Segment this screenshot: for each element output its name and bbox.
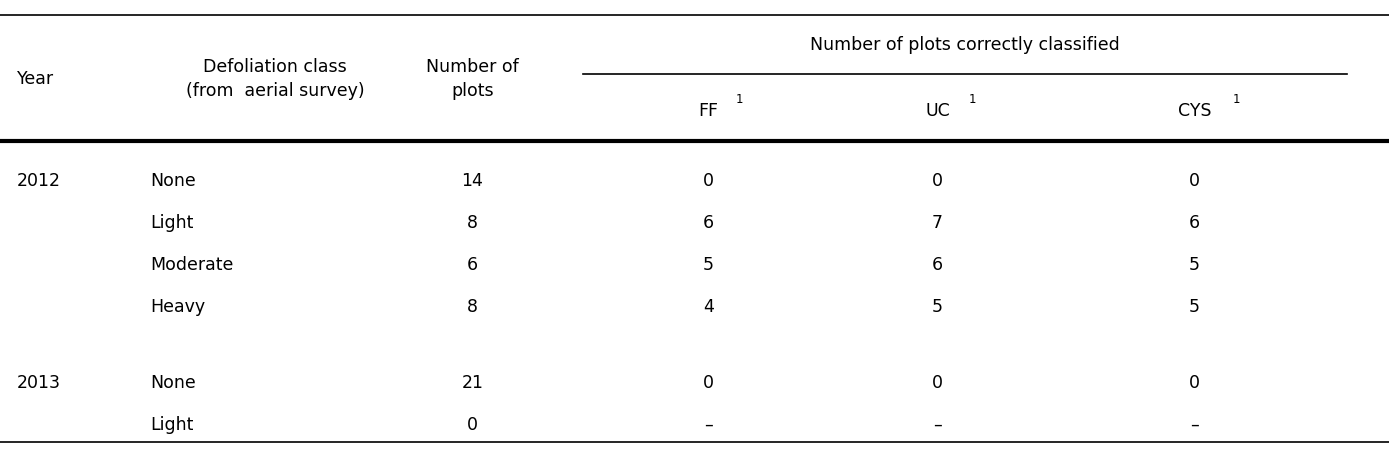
Text: 5: 5 (1189, 297, 1200, 315)
Text: 4: 4 (703, 297, 714, 315)
Text: 6: 6 (932, 255, 943, 273)
Text: 8: 8 (467, 297, 478, 315)
Text: Light: Light (150, 213, 193, 231)
Text: Moderate: Moderate (150, 255, 233, 273)
Text: None: None (150, 373, 196, 391)
Text: 1: 1 (968, 93, 976, 106)
Text: –: – (704, 415, 713, 433)
Text: 5: 5 (703, 255, 714, 273)
Text: 0: 0 (932, 171, 943, 189)
Text: Number of
plots: Number of plots (426, 58, 518, 100)
Text: Light: Light (150, 415, 193, 433)
Text: 0: 0 (1189, 171, 1200, 189)
Text: –: – (933, 415, 942, 433)
Text: 14: 14 (461, 171, 483, 189)
Text: 1: 1 (735, 93, 743, 106)
Text: 2013: 2013 (17, 373, 61, 391)
Text: Number of plots correctly classified: Number of plots correctly classified (810, 36, 1121, 54)
Text: 0: 0 (1189, 373, 1200, 391)
Text: 8: 8 (467, 213, 478, 231)
Text: 0: 0 (932, 373, 943, 391)
Text: 0: 0 (703, 171, 714, 189)
Text: CYS: CYS (1178, 101, 1211, 120)
Text: 6: 6 (1189, 213, 1200, 231)
Text: FF: FF (699, 101, 718, 120)
Text: 5: 5 (1189, 255, 1200, 273)
Text: 21: 21 (461, 373, 483, 391)
Text: Defoliation class
(from  aerial survey): Defoliation class (from aerial survey) (186, 58, 364, 100)
Text: None: None (150, 171, 196, 189)
Text: UC: UC (925, 101, 950, 120)
Text: 7: 7 (932, 213, 943, 231)
Text: 1: 1 (1232, 93, 1240, 106)
Text: 6: 6 (703, 213, 714, 231)
Text: 6: 6 (467, 255, 478, 273)
Text: Year: Year (17, 70, 54, 88)
Text: Heavy: Heavy (150, 297, 206, 315)
Text: 2012: 2012 (17, 171, 61, 189)
Text: –: – (1190, 415, 1199, 433)
Text: 0: 0 (703, 373, 714, 391)
Text: 0: 0 (467, 415, 478, 433)
Text: 5: 5 (932, 297, 943, 315)
